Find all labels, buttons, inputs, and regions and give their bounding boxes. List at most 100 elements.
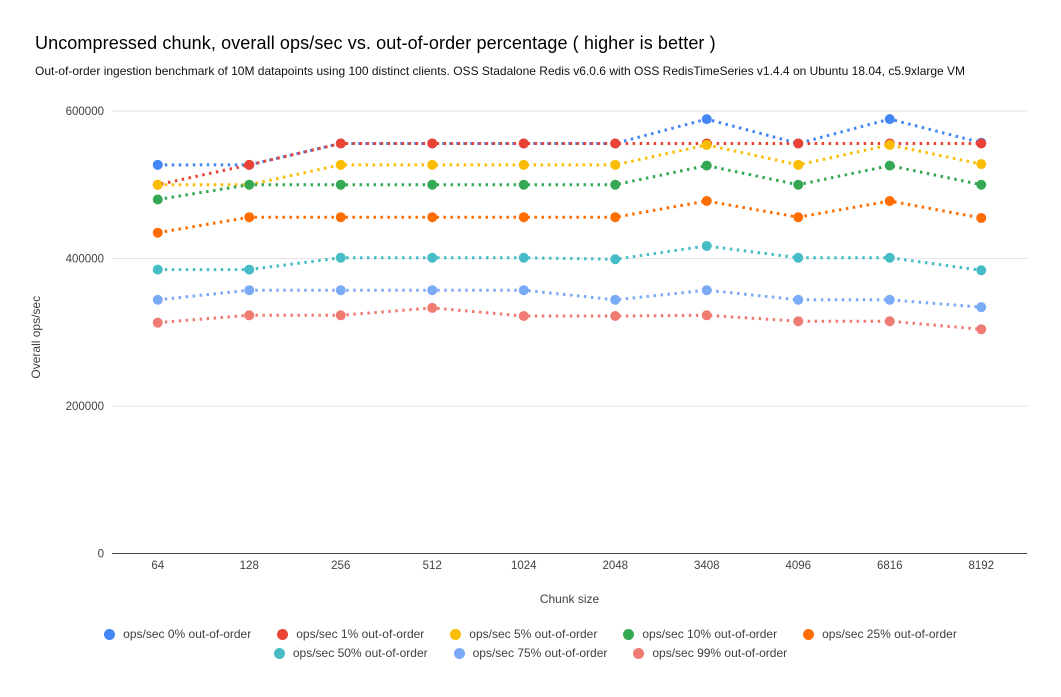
legend-item: ops/sec 0% out-of-order xyxy=(104,627,251,641)
data-point-marker xyxy=(793,179,804,190)
data-point-marker xyxy=(518,311,529,322)
data-point-marker xyxy=(152,294,163,305)
data-point-marker xyxy=(884,114,895,125)
data-point-marker xyxy=(244,179,255,190)
series-line xyxy=(157,117,982,167)
data-point-marker xyxy=(518,252,529,263)
legend-item: ops/sec 1% out-of-order xyxy=(277,627,424,641)
chart-title: Uncompressed chunk, overall ops/sec vs. … xyxy=(35,33,716,53)
data-point-marker xyxy=(884,316,895,327)
data-point-marker xyxy=(793,252,804,263)
data-point-marker xyxy=(152,159,163,170)
data-point-marker xyxy=(793,212,804,223)
legend-series-dot-icon xyxy=(450,628,462,640)
data-point-marker xyxy=(335,310,346,321)
data-point-marker xyxy=(518,179,529,190)
data-point-marker xyxy=(244,285,255,296)
series-line xyxy=(157,306,982,331)
data-point-marker xyxy=(152,194,163,205)
data-point-marker xyxy=(335,252,346,263)
x-tick-label: 3408 xyxy=(694,560,720,572)
x-tick-label: 1024 xyxy=(511,560,537,572)
data-point-marker xyxy=(518,138,529,149)
data-point-marker xyxy=(427,212,438,223)
series-line xyxy=(157,141,982,187)
legend-series-label: ops/sec 1% out-of-order xyxy=(296,627,425,641)
data-point-marker xyxy=(701,139,712,150)
x-tick-label: 4096 xyxy=(785,560,811,572)
data-point-marker xyxy=(244,159,255,170)
x-tick-label: 8192 xyxy=(968,560,994,572)
legend-series-dot-icon xyxy=(623,628,635,640)
data-point-marker xyxy=(884,139,895,150)
data-point-marker xyxy=(976,302,987,313)
data-point-marker xyxy=(335,285,346,296)
data-point-marker xyxy=(793,316,804,327)
data-point-marker xyxy=(335,212,346,223)
x-tick-label: 6816 xyxy=(877,560,903,572)
data-point-marker xyxy=(610,179,621,190)
series-line xyxy=(157,288,982,309)
data-point-marker xyxy=(701,240,712,251)
y-tick-label: 400000 xyxy=(66,254,104,266)
data-point-marker xyxy=(701,310,712,321)
data-point-marker xyxy=(701,114,712,125)
data-point-marker xyxy=(152,179,163,190)
data-point-marker xyxy=(335,159,346,170)
x-tick-label: 512 xyxy=(423,560,442,572)
data-point-marker xyxy=(244,264,255,275)
data-point-marker xyxy=(976,179,987,190)
legend-series-dot-icon xyxy=(453,647,465,659)
data-point-marker xyxy=(793,138,804,149)
legend-item: ops/sec 75% out-of-order xyxy=(453,646,607,660)
legend-series-label: ops/sec 5% out-of-order xyxy=(469,627,598,641)
data-point-marker xyxy=(427,179,438,190)
legend-series-label: ops/sec 25% out-of-order xyxy=(822,627,957,641)
data-point-marker xyxy=(518,159,529,170)
y-tick-label: 600000 xyxy=(66,106,104,118)
data-point-marker xyxy=(610,294,621,305)
data-point-marker xyxy=(427,252,438,263)
data-point-marker xyxy=(610,212,621,223)
data-point-marker xyxy=(610,159,621,170)
data-point-marker xyxy=(976,159,987,170)
x-tick-label: 2048 xyxy=(602,560,628,572)
x-tick-label: 64 xyxy=(151,560,164,572)
data-point-marker xyxy=(427,159,438,170)
data-point-marker xyxy=(427,138,438,149)
data-point-marker xyxy=(976,265,987,276)
y-tick-label: 200000 xyxy=(66,401,104,413)
data-point-marker xyxy=(610,311,621,322)
data-point-marker xyxy=(244,212,255,223)
series-line xyxy=(157,164,982,201)
data-point-marker xyxy=(884,294,895,305)
legend-series-dot-icon xyxy=(273,647,285,659)
data-point-marker xyxy=(152,264,163,275)
legend-item: ops/sec 5% out-of-order xyxy=(450,627,597,641)
data-point-marker xyxy=(518,285,529,296)
data-point-marker xyxy=(701,285,712,296)
data-point-marker xyxy=(518,212,529,223)
data-point-marker xyxy=(335,179,346,190)
data-point-marker xyxy=(244,310,255,321)
plot-area: 0 200000 400000 600000 64 128 256 512 1024 2048 34… xyxy=(29,106,1027,606)
data-point-marker xyxy=(793,294,804,305)
data-point-marker xyxy=(152,317,163,328)
legend-item: ops/sec 10% out-of-order xyxy=(623,627,777,641)
series-line xyxy=(157,199,982,235)
legend-series-dot-icon xyxy=(277,628,289,640)
legend-series-dot-icon xyxy=(104,628,116,640)
series-line xyxy=(157,143,982,187)
data-point-marker xyxy=(152,227,163,238)
legend-series-label: ops/sec 50% out-of-order xyxy=(292,646,428,660)
data-point-marker xyxy=(793,159,804,170)
x-tick-label: 128 xyxy=(240,560,259,572)
data-point-marker xyxy=(884,160,895,171)
data-point-marker xyxy=(884,195,895,206)
data-point-marker xyxy=(610,254,621,265)
legend-series-label: ops/sec 99% out-of-order xyxy=(652,646,788,660)
data-point-marker xyxy=(427,285,438,296)
legend-series-label: ops/sec 10% out-of-order xyxy=(642,627,778,641)
data-point-marker xyxy=(884,252,895,263)
